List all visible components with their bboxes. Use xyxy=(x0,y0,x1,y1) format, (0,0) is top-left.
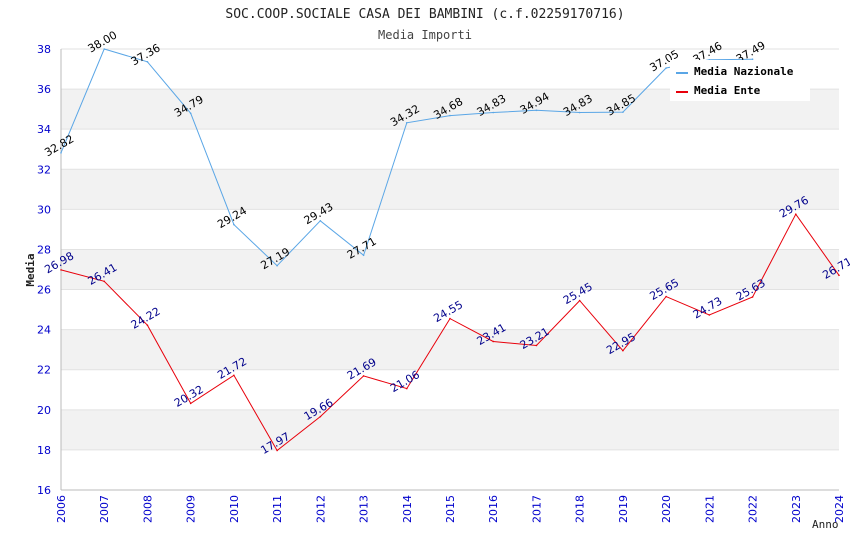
data-point xyxy=(146,61,149,63)
grid-band xyxy=(61,209,839,250)
data-point xyxy=(405,387,408,390)
x-tick-label: 2011 xyxy=(271,495,284,523)
data-point xyxy=(276,449,278,452)
x-tick-label: 2014 xyxy=(401,495,414,523)
legend-box xyxy=(670,60,810,101)
data-point xyxy=(578,111,581,114)
data-point xyxy=(233,374,235,377)
data-point xyxy=(535,344,538,347)
x-tick-label: 2013 xyxy=(358,495,371,523)
grid-band xyxy=(61,169,839,210)
x-tick-label: 2022 xyxy=(747,495,760,523)
data-point xyxy=(492,111,495,114)
y-tick-label: 26 xyxy=(37,284,51,297)
data-point xyxy=(60,269,62,271)
y-tick-label: 32 xyxy=(37,163,51,176)
data-point xyxy=(319,219,322,222)
grid-band xyxy=(61,289,839,330)
x-tick-label: 2006 xyxy=(55,495,68,523)
series-lines xyxy=(60,48,840,452)
x-tick-labels: 2006 2007 2008 2009 2010 2011 2012 2013 2014 2015… xyxy=(55,495,846,523)
data-point xyxy=(449,317,451,320)
data-point xyxy=(319,415,322,418)
data-point xyxy=(622,349,624,352)
plot-bands xyxy=(61,48,839,491)
x-tick-label: 2018 xyxy=(574,495,587,523)
data-point xyxy=(233,223,235,226)
grid-band xyxy=(61,249,839,290)
x-tick-label: 2010 xyxy=(228,495,241,523)
x-tick-label: 2023 xyxy=(790,495,803,523)
x-tick-label: 2017 xyxy=(530,495,543,523)
y-tick-label: 18 xyxy=(37,444,51,457)
y-tick-label: 24 xyxy=(37,324,51,337)
grid-band xyxy=(61,129,839,170)
x-tick-label: 2019 xyxy=(617,495,630,523)
data-point xyxy=(60,152,62,154)
grid-band xyxy=(61,449,839,490)
chart-subtitle: Media Importi xyxy=(378,28,472,42)
x-tick-label: 2007 xyxy=(98,495,111,523)
y-tick-label: 20 xyxy=(37,404,51,417)
data-point xyxy=(189,112,192,115)
x-tick-label: 2012 xyxy=(314,495,327,523)
data-point xyxy=(276,264,278,267)
y-tick-label: 38 xyxy=(37,43,51,56)
data-point xyxy=(794,213,797,215)
data-point xyxy=(665,295,667,298)
legend-label-media-nazionale: Media Nazionale xyxy=(694,65,794,78)
data-point xyxy=(751,58,754,61)
y-tick-label: 34 xyxy=(37,123,51,136)
y-tick-labels: 16 18 20 22 24 26 28 30 32 34 36 38 xyxy=(37,43,51,497)
data-point xyxy=(622,111,624,113)
data-point xyxy=(146,324,149,327)
data-point xyxy=(751,296,754,298)
x-tick-label: 2009 xyxy=(185,495,198,523)
legend: Media Nazionale Media Ente xyxy=(670,60,810,101)
data-point xyxy=(362,375,365,377)
data-point xyxy=(665,67,667,69)
data-point xyxy=(449,114,451,117)
y-tick-label: 16 xyxy=(37,484,51,497)
x-tick-label: 2008 xyxy=(141,495,154,523)
x-tick-label: 2020 xyxy=(660,495,673,523)
x-tick-label: 2024 xyxy=(833,495,846,523)
data-point xyxy=(362,254,365,257)
y-tick-label: 36 xyxy=(37,83,51,96)
data-point xyxy=(103,280,106,283)
x-tick-label: 2021 xyxy=(703,495,716,523)
data-point xyxy=(838,274,840,277)
grid-band xyxy=(61,329,839,370)
data-point xyxy=(535,109,538,112)
data-point xyxy=(103,48,106,50)
y-axis-label: Media xyxy=(24,253,37,286)
data-point xyxy=(492,340,495,343)
data-point xyxy=(708,314,711,316)
x-tick-label: 2016 xyxy=(487,495,500,523)
y-tick-label: 28 xyxy=(37,243,51,256)
y-tick-label: 30 xyxy=(37,203,51,216)
data-point xyxy=(405,121,408,124)
data-point xyxy=(578,299,581,302)
y-tick-label: 22 xyxy=(37,364,51,377)
data-point xyxy=(189,402,192,405)
chart-title: SOC.COOP.SOCIALE CASA DEI BAMBINI (c.f.0… xyxy=(225,7,624,22)
x-axis-label: Anno xyxy=(812,518,839,531)
grid-band xyxy=(61,409,839,450)
legend-label-media-ente: Media Ente xyxy=(694,84,761,97)
x-tick-label: 2015 xyxy=(444,495,457,523)
